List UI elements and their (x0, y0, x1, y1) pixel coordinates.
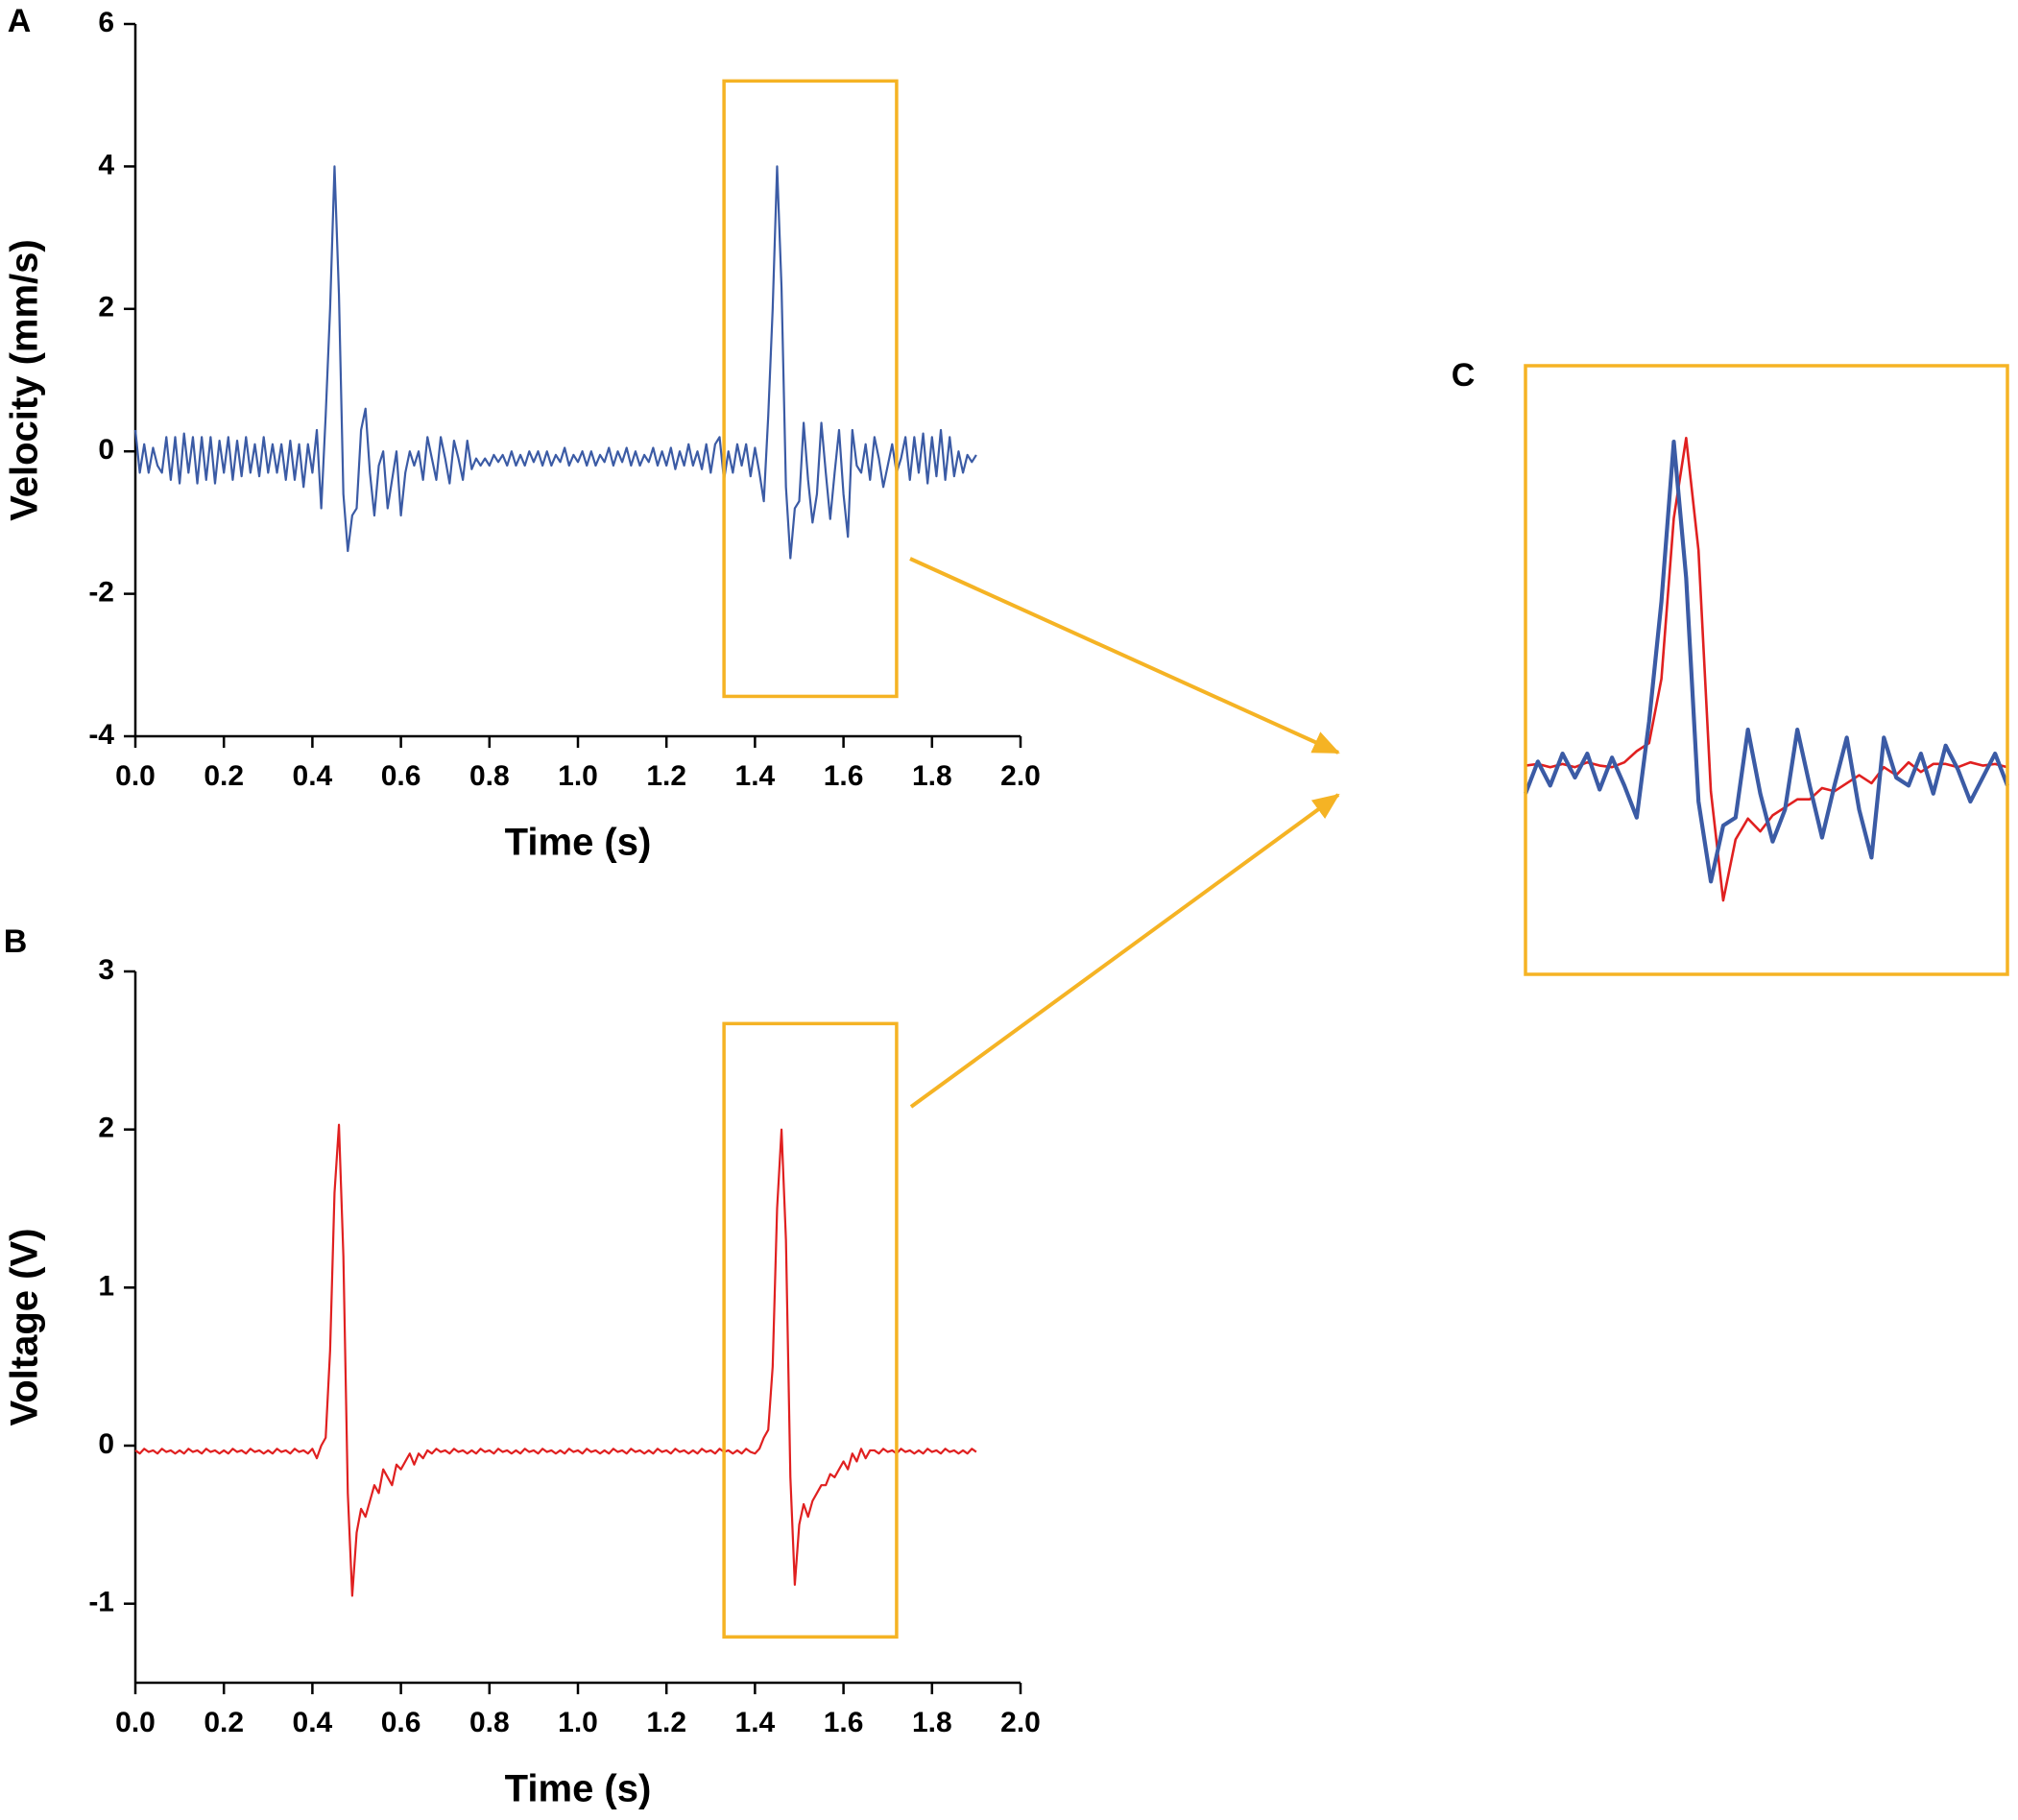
x-tick-label: 0.8 (469, 760, 510, 792)
y-tick-label: -1 (88, 1587, 114, 1618)
x-tick-label: 1.0 (558, 760, 598, 792)
y-tick-label: 2 (98, 292, 114, 323)
x-tick-label: 1.4 (735, 760, 776, 792)
series-line (133, 165, 977, 560)
y-tick-label: 0 (98, 434, 114, 466)
x-tick-label: 1.6 (824, 760, 864, 792)
y-tick-label: 2 (98, 1113, 114, 1144)
y-tick-label: 6 (98, 7, 114, 38)
x-tick-label: 0.8 (469, 1707, 510, 1738)
x-tick-label: 0.4 (293, 760, 333, 792)
x-tick-label: 1.0 (558, 1707, 598, 1738)
y-axis-title: Voltage (V) (4, 1229, 46, 1426)
panel-label: B (4, 923, 28, 960)
x-tick-label: 2.0 (1000, 760, 1041, 792)
x-tick-label: 2.0 (1000, 1707, 1041, 1738)
x-tick-label: 1.4 (735, 1707, 776, 1738)
zoom-line (1524, 440, 2009, 884)
x-tick-label: 1.2 (646, 760, 686, 792)
zoom-line (1525, 436, 2008, 902)
highlight-box (722, 79, 899, 699)
x-axis-title: Time (s) (505, 1768, 652, 1810)
zoom-arrow (909, 557, 1340, 754)
panel-label: C (1452, 357, 1476, 394)
x-tick-label: 1.6 (824, 1707, 864, 1738)
zoom-arrow (909, 793, 1340, 1109)
y-tick-label: 0 (98, 1428, 114, 1460)
y-tick-label: -2 (88, 577, 114, 609)
x-tick-label: 1.2 (646, 1707, 686, 1738)
x-tick-label: 0.6 (381, 1707, 421, 1738)
y-tick-label: 3 (98, 954, 114, 986)
x-tick-label: 1.8 (912, 760, 952, 792)
y-tick-label: 1 (98, 1270, 114, 1302)
x-tick-label: 0.4 (293, 1707, 333, 1738)
y-tick-label: 4 (98, 149, 114, 180)
x-tick-label: 0.2 (204, 760, 244, 792)
y-tick-label: -4 (88, 719, 114, 751)
x-tick-label: 0.0 (115, 1707, 156, 1738)
x-tick-label: 1.8 (912, 1707, 952, 1738)
y-axis-title: Velocity (mm/s) (4, 239, 46, 520)
panel-label: A (8, 3, 32, 39)
x-tick-label: 0.0 (115, 760, 156, 792)
x-tick-label: 0.6 (381, 760, 421, 792)
highlight-box (722, 1021, 899, 1639)
x-tick-label: 0.2 (204, 1707, 244, 1738)
x-axis-title: Time (s) (505, 822, 652, 864)
series-line (134, 1123, 977, 1597)
zoom-box (1524, 364, 2009, 976)
